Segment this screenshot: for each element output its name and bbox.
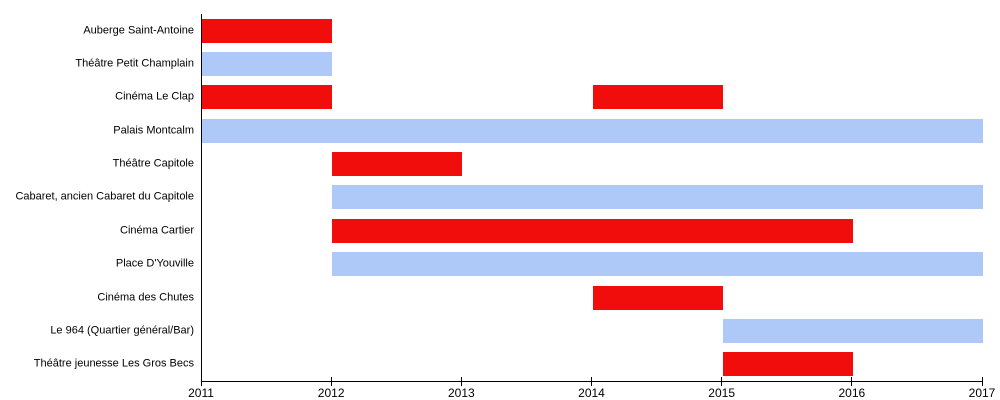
x-tick-label: 2015: [708, 386, 736, 400]
row-label: Théâtre Capitole: [112, 157, 194, 170]
row-label: Palais Montcalm: [113, 124, 194, 137]
x-axis-tick: [200, 377, 202, 386]
gantt-bar: [722, 352, 853, 377]
x-axis-tick: [851, 377, 853, 386]
gantt-bar: [202, 118, 983, 143]
chart-row: Cinéma Cartier: [120, 214, 983, 247]
x-axis: 2011 2012 2013 2014 2015 2016 2017: [188, 377, 995, 400]
x-tick-label: 2014: [578, 386, 605, 400]
gantt-bar: [332, 185, 983, 210]
x-tick-label: 2016: [838, 386, 866, 400]
x-axis-tick: [460, 377, 462, 386]
chart-row: Théâtre jeunesse Les Gros Becs: [34, 348, 983, 381]
row-label: Théâtre jeunesse Les Gros Becs: [33, 357, 194, 370]
gantt-bar: [332, 252, 983, 277]
row-label: Cinéma Le Clap: [115, 90, 194, 103]
x-tick-label: 2013: [447, 386, 475, 400]
gantt-bar: [722, 318, 983, 343]
gantt-bar: [202, 52, 333, 77]
chart-row: Cinéma Le Clap: [115, 81, 983, 114]
x-axis-tick: [330, 377, 332, 386]
x-axis-tick: [981, 377, 983, 386]
row-label: Cinéma Cartier: [120, 224, 194, 237]
row-label: Cinéma des Chutes: [97, 291, 194, 304]
gantt-bar: [592, 285, 723, 310]
gantt-bar: [202, 85, 333, 110]
chart-row: Cabaret, ancien Cabaret du Capitole: [15, 181, 983, 214]
x-axis-tick: [721, 377, 723, 386]
chart-row: Cinéma des Chutes: [97, 281, 983, 314]
chart-row: Théâtre Petit Champlain: [75, 47, 983, 80]
x-tick-label: 2012: [317, 386, 345, 400]
x-tick-label: 2011: [188, 386, 214, 400]
row-label: Théâtre Petit Champlain: [75, 57, 194, 70]
chart-row: Palais Montcalm: [113, 114, 983, 147]
gantt-bar: [592, 85, 723, 110]
row-label: Place D'Youville: [115, 257, 194, 270]
chart-row: Théâtre Capitole: [113, 147, 983, 180]
chart-row: Place D'Youville: [116, 248, 983, 281]
plot-area: Auberge Saint-Antoine Théâtre Petit Champ…: [15, 14, 983, 382]
chart-row: Auberge Saint-Antoine: [83, 14, 983, 47]
row-label: Cabaret, ancien Cabaret du Capitole: [15, 190, 194, 203]
gantt-bar: [332, 218, 853, 243]
chart-row: Le 964 (Quartier général/Bar): [50, 314, 983, 347]
row-label: Le 964 (Quartier général/Bar): [50, 324, 194, 337]
gantt-bar: [332, 152, 463, 177]
row-label: Auberge Saint-Antoine: [83, 24, 194, 37]
x-axis-tick: [591, 377, 592, 386]
x-tick-label: 2017: [968, 386, 996, 400]
gantt-bar: [202, 18, 333, 43]
